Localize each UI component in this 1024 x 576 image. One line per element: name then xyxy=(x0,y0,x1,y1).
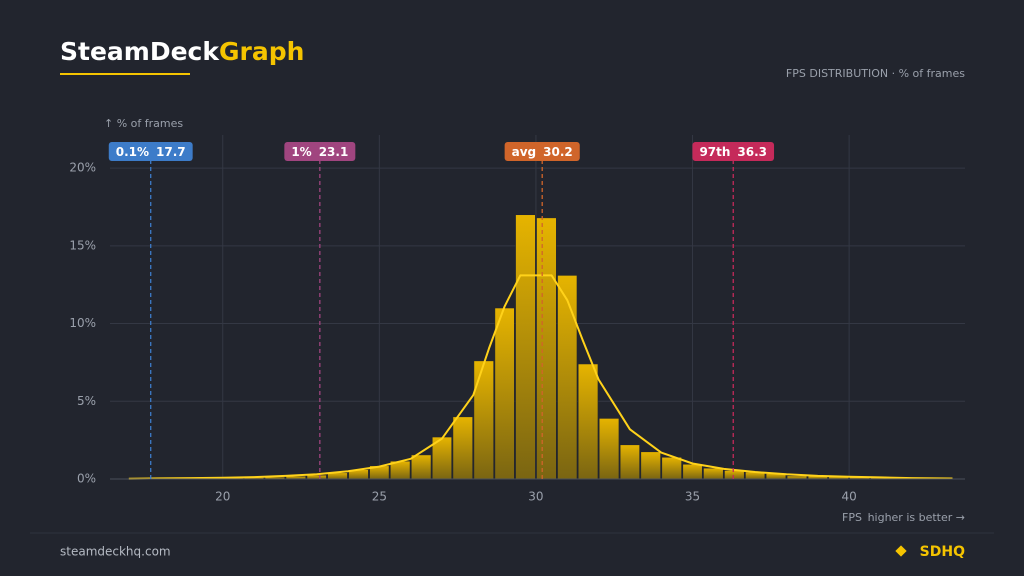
marker-value: 30.2 xyxy=(543,145,573,159)
plot-area: 0% 5% 10% 15% 20% 20 25 30 35 40 0.1% 17.7 1% 23.1 avg… xyxy=(69,135,965,504)
marker-text: avg 30.2 xyxy=(512,145,573,159)
brand-icon xyxy=(895,545,907,557)
marker-badge-bg xyxy=(284,142,356,161)
marker-badge: 97th 36.3 xyxy=(692,142,775,161)
bar xyxy=(619,444,640,480)
marker-label: 0.1% xyxy=(116,145,149,159)
marker-label: 97th xyxy=(699,145,730,159)
density-curve xyxy=(128,274,953,480)
title-underline xyxy=(60,73,190,75)
bar xyxy=(724,470,745,480)
bar xyxy=(536,217,557,480)
title-accent: Graph xyxy=(219,37,304,66)
bar xyxy=(515,214,536,480)
bar xyxy=(494,307,515,480)
bar xyxy=(682,463,703,480)
marker-value: 23.1 xyxy=(319,145,349,159)
marker-badge: 1% 23.1 xyxy=(284,142,356,161)
marker-badge: 0.1% 17.7 xyxy=(108,142,193,161)
y-tick-label: 15% xyxy=(69,238,96,252)
footer-site: steamdeckhq.com xyxy=(60,545,171,559)
x-tick-label: 25 xyxy=(372,490,387,504)
bar xyxy=(557,275,578,480)
subtitle: FPS DISTRIBUTION · % of frames xyxy=(786,67,965,80)
y-axis-label: ↑ % of frames xyxy=(104,117,183,130)
footer-brand: SDHQ xyxy=(920,544,965,560)
y-tick-label: 0% xyxy=(77,472,96,486)
bar xyxy=(473,360,494,480)
x-axis-note: higher is better → xyxy=(868,511,965,524)
bar xyxy=(410,454,432,480)
marker-badge: avg 30.2 xyxy=(504,142,580,161)
bar xyxy=(640,451,661,480)
marker-value: 17.7 xyxy=(156,145,186,159)
y-tick-label: 10% xyxy=(69,316,96,330)
bar xyxy=(703,467,724,480)
bar xyxy=(452,416,473,480)
bar xyxy=(306,474,327,480)
bar xyxy=(598,418,620,480)
bar xyxy=(661,456,682,480)
y-tick-label: 5% xyxy=(77,394,96,408)
marker-badge-bg xyxy=(692,142,775,161)
marker-badge-bg xyxy=(108,142,193,161)
marker-value: 36.3 xyxy=(737,145,767,159)
x-tick-label: 35 xyxy=(685,490,700,504)
marker-text: 1% 23.1 xyxy=(291,145,348,159)
marker-text: 0.1% 17.7 xyxy=(116,145,186,159)
marker-label: avg xyxy=(512,145,537,159)
x-axis-label: FPS xyxy=(842,511,862,524)
x-tick-label: 20 xyxy=(215,490,230,504)
bar xyxy=(577,363,599,480)
logo-title: SteamDeckGraph xyxy=(60,37,304,66)
x-tick-label: 30 xyxy=(528,490,543,504)
title-main: SteamDeck xyxy=(60,37,220,66)
y-tick-label: 20% xyxy=(69,161,96,175)
x-tick-label: 40 xyxy=(841,490,856,504)
marker-label: 1% xyxy=(291,145,311,159)
marker-text: 97th 36.3 xyxy=(699,145,767,159)
marker-badge-bg xyxy=(504,142,580,161)
